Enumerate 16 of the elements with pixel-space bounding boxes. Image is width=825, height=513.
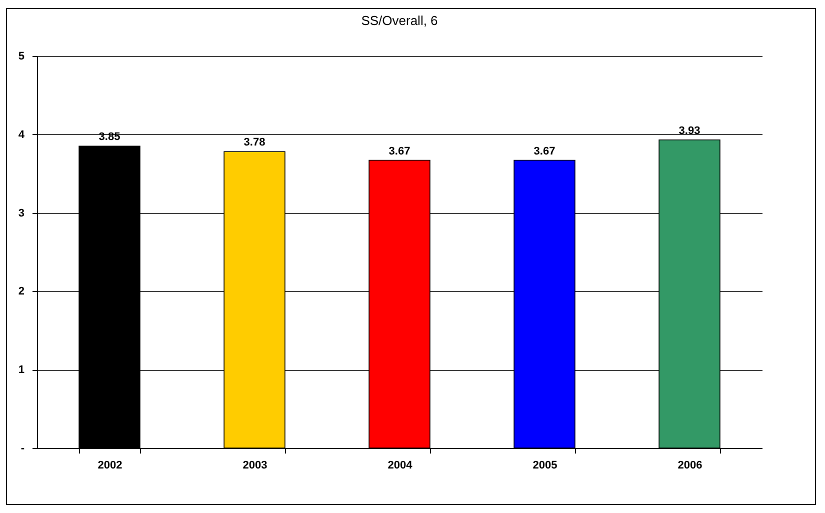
x-tick-label: 2003 [242,460,268,472]
x-tick-label: 2006 [678,460,702,472]
y-tick-label: 4 [18,128,26,141]
y-tick-label: 3 [18,207,24,220]
data-label: 3.78 [244,136,266,149]
y-tick-label: - [20,442,25,454]
x-tick-label: 2002 [98,460,122,472]
data-label: 3.93 [678,124,700,137]
x-tick-label: 2004 [388,460,414,472]
data-label: 3.67 [534,145,556,158]
y-tick-label: 5 [18,50,24,62]
data-label: 3.67 [388,145,410,158]
y-tick-label: 1 [18,364,24,376]
chart-title: SS/Overall, 6 [361,13,438,28]
y-tick-label: 2 [18,286,24,298]
x-tick-label: 2005 [532,460,558,472]
